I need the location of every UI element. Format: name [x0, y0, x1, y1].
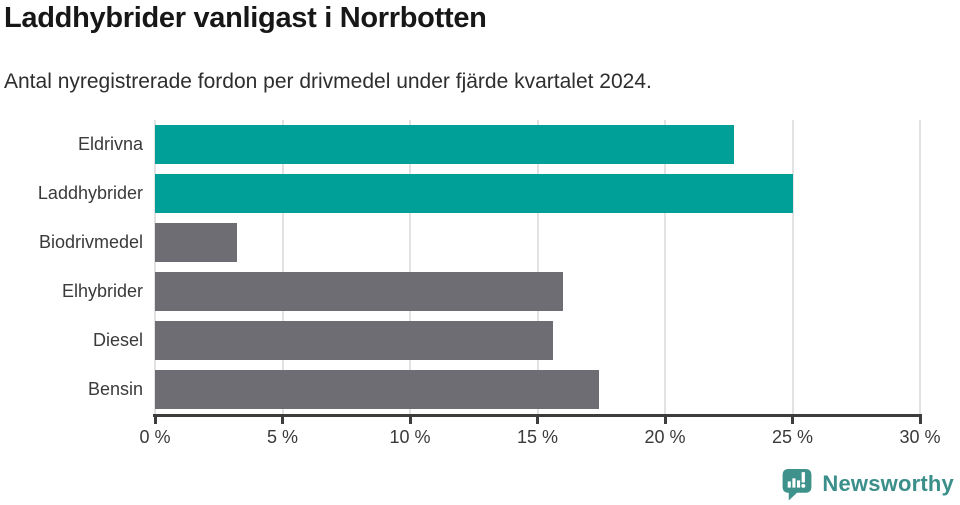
chart-subtitle: Antal nyregistrerade fordon per drivmede…	[4, 70, 652, 93]
x-tick-label-15: 15 %	[516, 427, 559, 447]
x-tick-label-25: 25 %	[771, 427, 814, 447]
x-tick-30	[918, 417, 922, 424]
gridline-30	[919, 120, 921, 414]
gridline-15	[536, 120, 539, 414]
gridline-10	[409, 120, 411, 414]
exclamation-stroke	[802, 472, 806, 483]
x-tick-label-30: 30 %	[899, 427, 941, 447]
x-tick-label-20: 20 %	[644, 427, 686, 447]
bar-bensin	[155, 370, 599, 409]
category-label-bensin: Bensin	[87, 379, 143, 399]
bar-row-eldrivna: Eldrivna	[78, 120, 920, 169]
chart-title: Laddhybrider vanligast i Norrbotten	[4, 2, 487, 34]
x-tick-label-0: 0 %	[139, 427, 171, 447]
bar-row-diesel: Diesel	[93, 316, 920, 365]
mini-bar-2	[792, 478, 796, 488]
plot-area: Eldrivna Laddhybrider Biodrivmedel Elhybrid…	[38, 120, 921, 414]
bar-row-biodrivmedel: Biodrivmedel	[39, 218, 920, 267]
gridline-0	[154, 120, 156, 414]
bar-row-laddhybrider: Laddhybrider	[38, 169, 920, 218]
category-label-laddhybrider: Laddhybrider	[37, 183, 143, 203]
bar-elhybrider	[155, 272, 563, 311]
x-tick-25	[791, 417, 794, 424]
bar-diesel	[155, 321, 553, 360]
brand-name: Newsworthy	[822, 471, 954, 496]
brand-footer: Newsworthy	[780, 467, 954, 501]
gridline-25	[791, 120, 794, 414]
category-label-elhybrider: Elhybrider	[61, 281, 143, 301]
bar-row-bensin: Bensin	[88, 365, 920, 414]
x-axis: 0 % 5 % 10 % 15 % 20 % 25 % 30 %	[139, 414, 941, 469]
bar-biodrivmedel	[155, 223, 237, 262]
category-label-eldrivna: Eldrivna	[77, 134, 143, 154]
x-tick-15	[536, 417, 539, 424]
mini-bar-1	[788, 481, 792, 488]
x-tick-label-10: 10 %	[389, 427, 431, 447]
mini-bar-3	[797, 480, 801, 488]
category-label-biodrivmedel: Biodrivmedel	[38, 232, 143, 252]
gridline-20	[664, 120, 666, 414]
bar-eldrivna	[155, 125, 734, 164]
x-tick-10	[408, 417, 412, 424]
x-tick-0	[153, 417, 157, 424]
bar-row-elhybrider: Elhybrider	[62, 267, 920, 316]
newsworthy-logo-icon	[782, 469, 812, 501]
category-label-diesel: Diesel	[92, 330, 143, 350]
x-tick-label-5: 5 %	[266, 427, 299, 447]
bar-laddhybrider	[155, 174, 793, 213]
exclamation-dot	[801, 483, 806, 488]
bar-chart: Eldrivna Laddhybrider Biodrivmedel Elhybrid…	[38, 120, 941, 447]
gridline-5	[281, 120, 284, 414]
x-tick-5	[281, 417, 284, 424]
x-tick-20	[663, 417, 667, 424]
x-axis-line	[153, 414, 922, 417]
